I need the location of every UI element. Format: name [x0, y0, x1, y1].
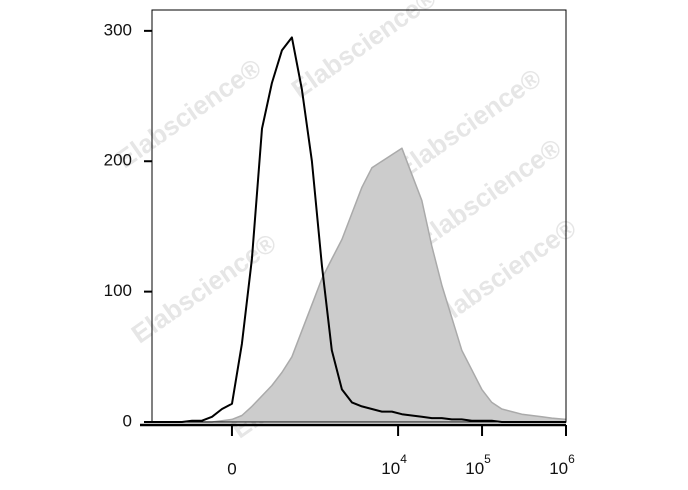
line: [152, 147, 567, 423]
line: [152, 36, 566, 423]
x-tick-base: 10: [465, 459, 484, 478]
x-tick-exponent: 6: [568, 452, 575, 466]
y-tick-label: 200: [104, 151, 132, 170]
x-tick-label: 105: [465, 452, 491, 478]
watermark: Elabscience®: [126, 227, 282, 349]
watermark: Elabscience®: [286, 0, 442, 104]
x-tick-base: 10: [549, 459, 568, 478]
area: [152, 148, 566, 422]
x-tick-label: 104: [381, 452, 407, 478]
x-tick-exponent: 5: [484, 452, 491, 466]
x-tick-base: 10: [381, 459, 400, 478]
watermark: Elabscience®: [111, 52, 267, 174]
y-tick-label: 300: [104, 20, 132, 39]
x-tick-label: 106: [549, 452, 575, 478]
y-tick-label: 0: [123, 411, 132, 430]
x-tick-exponent: 4: [400, 452, 407, 466]
x-tick-label: 0: [227, 459, 236, 478]
plot-frame: [151, 9, 567, 423]
y-tick-label: 100: [104, 281, 132, 300]
